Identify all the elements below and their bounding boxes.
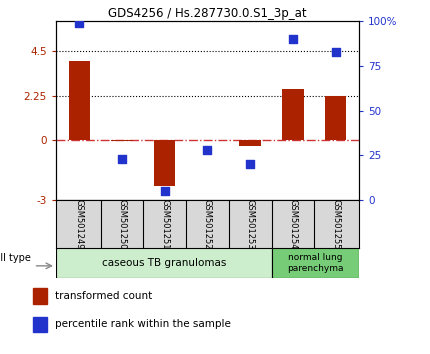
Text: caseous TB granulomas: caseous TB granulomas — [101, 258, 226, 268]
Text: cell type: cell type — [0, 253, 31, 263]
Point — [247, 161, 254, 167]
Text: GSM501249: GSM501249 — [75, 199, 84, 249]
Point — [119, 156, 126, 162]
Text: GSM501251: GSM501251 — [160, 199, 169, 249]
Bar — [56, 248, 271, 278]
Text: GSM501252: GSM501252 — [203, 199, 212, 249]
Title: GDS4256 / Hs.287730.0.S1_3p_at: GDS4256 / Hs.287730.0.S1_3p_at — [108, 7, 307, 20]
Bar — [282, 89, 304, 141]
Bar — [325, 96, 346, 141]
Text: GSM501250: GSM501250 — [117, 199, 126, 249]
Point — [161, 188, 168, 194]
Bar — [154, 141, 175, 186]
Point — [76, 20, 83, 26]
Point — [204, 147, 211, 153]
Bar — [240, 141, 261, 147]
Bar — [271, 248, 359, 278]
Text: normal lung
parenchyma: normal lung parenchyma — [287, 253, 344, 273]
Bar — [33, 288, 47, 304]
Bar — [69, 61, 90, 141]
Text: transformed count: transformed count — [55, 291, 152, 301]
Text: GSM501254: GSM501254 — [289, 199, 298, 249]
Bar — [33, 316, 47, 332]
Text: percentile rank within the sample: percentile rank within the sample — [55, 319, 230, 330]
Text: GSM501255: GSM501255 — [331, 199, 340, 249]
Text: GSM501253: GSM501253 — [246, 199, 255, 249]
Point — [332, 49, 339, 55]
Point — [289, 36, 296, 42]
Bar — [197, 140, 218, 141]
